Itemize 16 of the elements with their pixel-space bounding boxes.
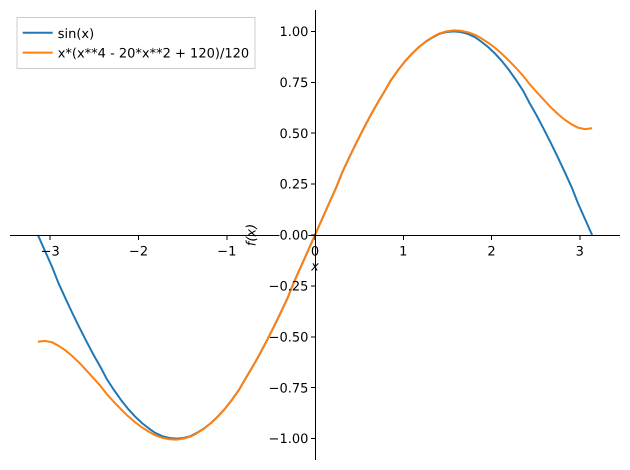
- y-tick-label: −0.75: [268, 381, 308, 396]
- x-tick-label: 2: [487, 244, 496, 260]
- legend-label: sin(x): [58, 26, 94, 42]
- x-tick-label: 3: [576, 244, 584, 260]
- y-axis-title: f(x): [244, 224, 260, 246]
- y-tick-label: 0.25: [279, 178, 308, 193]
- y-tick-label: 1.00: [279, 24, 308, 40]
- x-tick-label: −1: [217, 244, 236, 260]
- y-tick-label: 0.50: [279, 126, 308, 142]
- y-tick-label: 0.00: [279, 228, 308, 244]
- legend-label: x*(x**4 - 20*x**2 + 120)/120: [58, 46, 250, 62]
- y-tick-label: −0.50: [268, 330, 308, 346]
- x-tick-label: −2: [128, 244, 148, 260]
- y-tick-label: 0.75: [279, 76, 308, 91]
- x-tick-label: 1: [399, 244, 408, 260]
- y-tick-label: −1.00: [268, 432, 308, 448]
